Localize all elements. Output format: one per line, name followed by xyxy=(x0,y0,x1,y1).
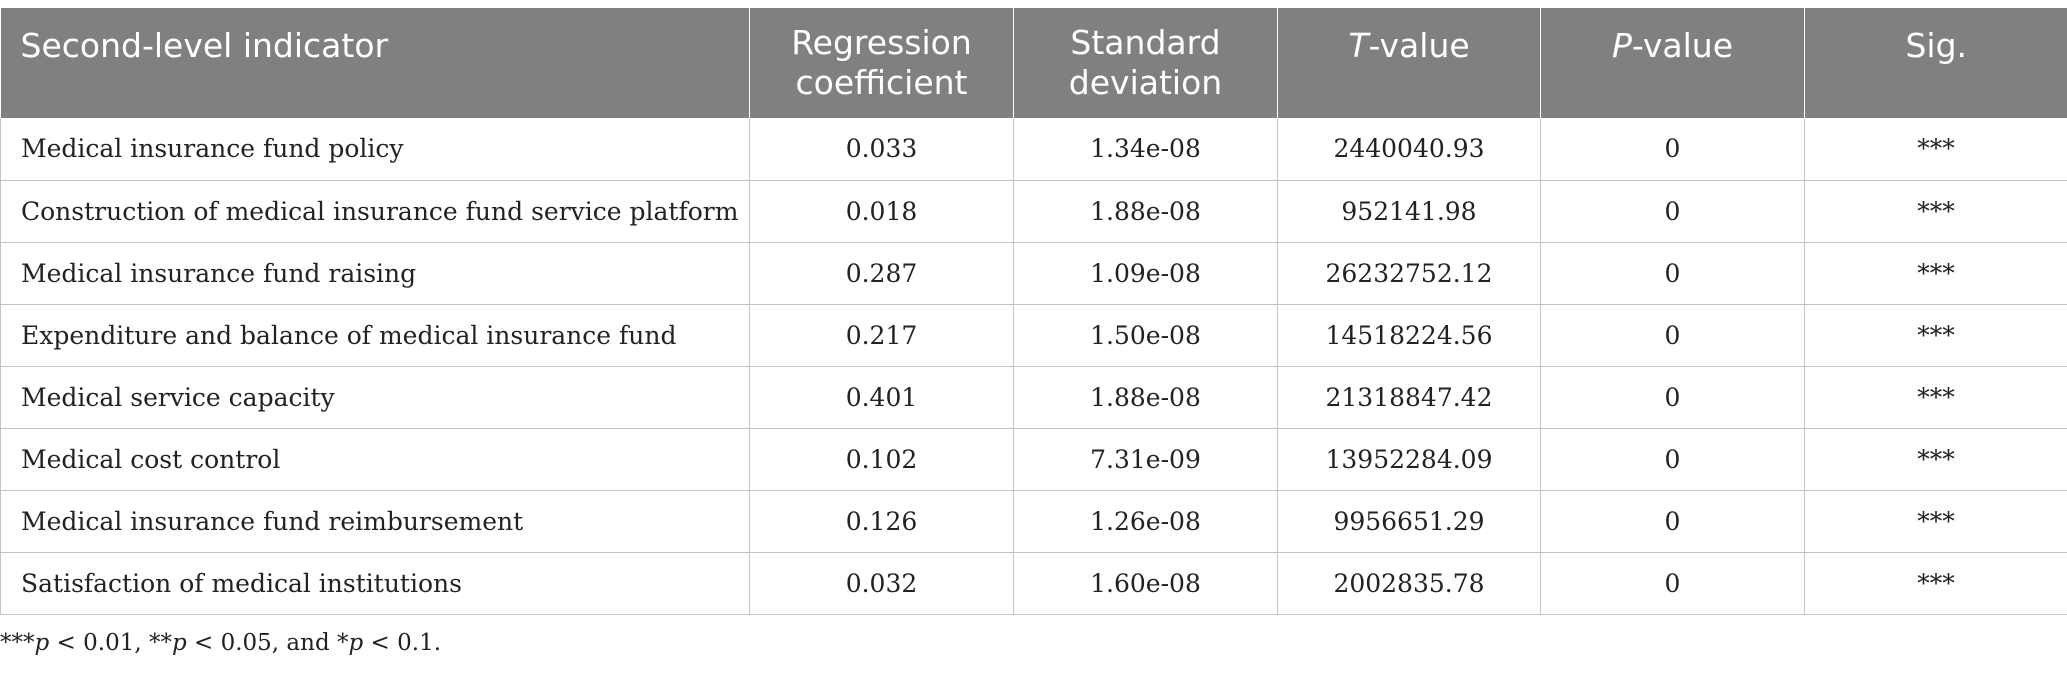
footnote-threshold-2: < 0.05, and xyxy=(186,630,337,656)
cell-p-value: 0 xyxy=(1540,366,1805,429)
table-row: Expenditure and balance of medical insur… xyxy=(0,304,2067,367)
header-regression-line1: Regression xyxy=(791,23,972,62)
cell-t-value: 2440040.93 xyxy=(1277,118,1541,181)
cell-indicator: Medical cost control xyxy=(0,428,750,491)
table-row: Satisfaction of medical institutions 0.0… xyxy=(0,552,2067,615)
table-row: Medical service capacity 0.401 1.88e-08 … xyxy=(0,366,2067,429)
header-sig: Sig. xyxy=(1804,8,2067,118)
cell-p-value: 0 xyxy=(1540,242,1805,305)
cell-indicator: Medical insurance fund policy xyxy=(0,118,750,181)
cell-coefficient: 0.287 xyxy=(749,242,1014,305)
footnote-marker-2: ** xyxy=(148,630,172,656)
cell-standard-deviation: 1.88e-08 xyxy=(1013,180,1278,243)
footnote-p-2: p xyxy=(171,630,187,656)
header-regression-coefficient: Regression coefficient xyxy=(749,8,1014,118)
cell-t-value: 26232752.12 xyxy=(1277,242,1541,305)
header-t-rest: -value xyxy=(1368,26,1470,65)
header-p-italic: P xyxy=(1611,26,1632,65)
cell-t-value: 13952284.09 xyxy=(1277,428,1541,491)
cell-p-value: 0 xyxy=(1540,552,1805,615)
cell-significance: *** xyxy=(1804,552,2067,615)
cell-indicator: Expenditure and balance of medical insur… xyxy=(0,304,750,367)
cell-coefficient: 0.033 xyxy=(749,118,1014,181)
footnote-threshold-3: < 0.1. xyxy=(363,630,442,656)
cell-coefficient: 0.018 xyxy=(749,180,1014,243)
cell-t-value: 21318847.42 xyxy=(1277,366,1541,429)
cell-standard-deviation: 1.09e-08 xyxy=(1013,242,1278,305)
header-standard-deviation: Standard deviation xyxy=(1013,8,1278,118)
cell-significance: *** xyxy=(1804,490,2067,553)
header-t-value: T-value xyxy=(1277,8,1541,118)
footnote-marker-1: *** xyxy=(0,630,35,656)
header-indicator-label: Second-level indicator xyxy=(20,26,389,65)
cell-t-value: 9956651.29 xyxy=(1277,490,1541,553)
cell-t-value: 14518224.56 xyxy=(1277,304,1541,367)
cell-significance: *** xyxy=(1804,180,2067,243)
cell-coefficient: 0.032 xyxy=(749,552,1014,615)
cell-p-value: 0 xyxy=(1540,490,1805,553)
header-p-rest: -value xyxy=(1631,26,1734,65)
table-row: Construction of medical insurance fund s… xyxy=(0,180,2067,243)
cell-standard-deviation: 1.88e-08 xyxy=(1013,366,1278,429)
cell-significance: *** xyxy=(1804,118,2067,181)
cell-p-value: 0 xyxy=(1540,428,1805,491)
cell-coefficient: 0.401 xyxy=(749,366,1014,429)
cell-standard-deviation: 1.34e-08 xyxy=(1013,118,1278,181)
cell-coefficient: 0.102 xyxy=(749,428,1014,491)
header-stddev-line2: deviation xyxy=(1068,63,1223,102)
table-row: Medical insurance fund raising 0.287 1.0… xyxy=(0,242,2067,305)
cell-indicator: Satisfaction of medical institutions xyxy=(0,552,750,615)
significance-footnote: ***p < 0.01, **p < 0.05, and *p < 0.1. xyxy=(0,630,441,656)
cell-coefficient: 0.126 xyxy=(749,490,1014,553)
cell-significance: *** xyxy=(1804,242,2067,305)
cell-coefficient: 0.217 xyxy=(749,304,1014,367)
footnote-p-1: p xyxy=(34,630,50,656)
cell-standard-deviation: 1.50e-08 xyxy=(1013,304,1278,367)
header-indicator: Second-level indicator xyxy=(0,8,750,118)
cell-significance: *** xyxy=(1804,304,2067,367)
table-row: Medical cost control 0.102 7.31e-09 1395… xyxy=(0,428,2067,491)
header-sig-label: Sig. xyxy=(1905,26,1968,65)
cell-significance: *** xyxy=(1804,428,2067,491)
cell-t-value: 952141.98 xyxy=(1277,180,1541,243)
table-header: Second-level indicator Regression coeffic… xyxy=(0,8,2067,118)
cell-standard-deviation: 1.60e-08 xyxy=(1013,552,1278,615)
header-t-italic: T xyxy=(1348,26,1369,65)
header-stddev-line1: Standard xyxy=(1070,23,1221,62)
cell-t-value: 2002835.78 xyxy=(1277,552,1541,615)
table-row: Medical insurance fund reimbursement 0.1… xyxy=(0,490,2067,553)
cell-indicator: Medical insurance fund reimbursement xyxy=(0,490,750,553)
regression-results-table: Second-level indicator Regression coeffic… xyxy=(0,8,2067,615)
header-regression-line2: coefficient xyxy=(795,63,968,102)
header-p-value: P-value xyxy=(1540,8,1805,118)
cell-standard-deviation: 7.31e-09 xyxy=(1013,428,1278,491)
footnote-threshold-1: < 0.01, xyxy=(49,630,149,656)
footnote-p-3: p xyxy=(348,630,364,656)
header-row: Second-level indicator Regression coeffic… xyxy=(0,8,2067,118)
table-body: Medical insurance fund policy 0.033 1.34… xyxy=(0,118,2067,615)
cell-significance: *** xyxy=(1804,366,2067,429)
cell-standard-deviation: 1.26e-08 xyxy=(1013,490,1278,553)
results-table-container: Second-level indicator Regression coeffic… xyxy=(0,8,2067,615)
cell-indicator: Medical service capacity xyxy=(0,366,750,429)
cell-indicator: Construction of medical insurance fund s… xyxy=(0,180,750,243)
table-row: Medical insurance fund policy 0.033 1.34… xyxy=(0,118,2067,181)
footnote-marker-3: * xyxy=(337,630,349,656)
cell-p-value: 0 xyxy=(1540,180,1805,243)
cell-p-value: 0 xyxy=(1540,118,1805,181)
cell-p-value: 0 xyxy=(1540,304,1805,367)
cell-indicator: Medical insurance fund raising xyxy=(0,242,750,305)
